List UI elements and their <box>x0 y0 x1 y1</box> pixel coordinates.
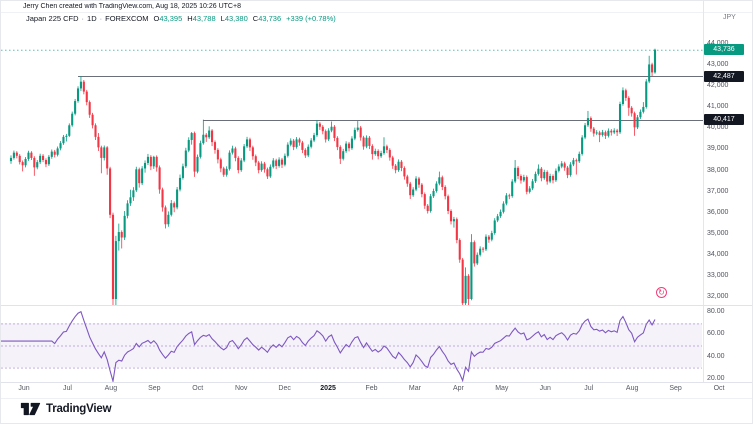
indicator-axis-tick: 60.00 <box>707 330 725 338</box>
indicator-axis-tick: 20.00 <box>707 374 725 382</box>
indicator-axis-tick: 80.00 <box>707 308 725 316</box>
chart-bottom-border <box>1 398 752 399</box>
price-axis-divider <box>703 1 704 382</box>
price-axis-tick: 40,000 <box>707 124 729 132</box>
price-axis-tick: 38,000 <box>707 166 729 174</box>
time-axis-label: Feb <box>365 385 378 392</box>
attribution-text: Jerry Chen created with TradingView.com,… <box>23 3 241 10</box>
attribution-divider <box>1 12 752 13</box>
price-axis-tick: 32,000 <box>707 292 729 300</box>
price-axis-tick: 36,000 <box>707 208 729 216</box>
price-axis-tick: 37,000 <box>707 187 729 195</box>
legend-h-value: H43,788 <box>187 14 216 23</box>
time-axis-label: Aug <box>104 385 118 392</box>
legend-ohlc-values: O43,395 H43,788 L43,380 C43,736 <box>148 14 281 23</box>
legend-symbol[interactable]: Japan 225 CFD <box>26 14 79 23</box>
time-axis-label: Dec <box>278 385 291 392</box>
time-axis-label: Nov <box>234 385 248 392</box>
price-axis-tick: 44,000 <box>707 40 728 47</box>
price-level-badge: 40,417 <box>704 114 744 126</box>
price-axis-tick: 33,000 <box>707 271 729 279</box>
price-axis-tick: 43,000 <box>707 61 729 69</box>
time-axis-label: Sep <box>669 385 682 392</box>
tradingview-logo-icon[interactable] <box>20 402 41 416</box>
legend-c-value: C43,736 <box>252 14 282 23</box>
legend-change: +339 (+0.78%) <box>286 14 336 23</box>
time-axis-label: Sep <box>148 385 161 392</box>
tradingview-logo-text[interactable]: TradingView <box>46 403 112 415</box>
price-level-badge: 42,487 <box>704 70 744 82</box>
legend-separator: · <box>99 14 103 23</box>
time-axis-label: May <box>495 385 509 392</box>
indicator-axis-tick: 40.00 <box>707 352 725 360</box>
price-axis-tick: 34,000 <box>707 250 729 258</box>
time-axis-label: Jun <box>18 385 30 392</box>
currency-label: JPY <box>723 14 736 21</box>
time-axis-label: 2025 <box>320 385 336 392</box>
pane-divider[interactable] <box>1 305 752 306</box>
footer: TradingView <box>20 402 112 416</box>
refresh-icon[interactable]: ↻ <box>656 287 667 298</box>
time-axis-divider <box>1 382 752 383</box>
time-axis-label: Jun <box>539 385 551 392</box>
legend-interval[interactable]: 1D <box>87 14 97 23</box>
time-axis-label: Mar <box>408 385 421 392</box>
time-axis-label: Jul <box>62 385 72 392</box>
price-axis-tick: 35,000 <box>707 229 729 237</box>
legend-exchange[interactable]: FOREXCOM <box>105 14 149 23</box>
time-axis-label: Apr <box>452 385 464 392</box>
price-axis-tick: 39,000 <box>707 145 729 153</box>
time-axis-label: Oct <box>713 385 725 392</box>
price-axis-tick: 42,000 <box>707 82 729 90</box>
legend-o-value: O43,395 <box>153 14 183 23</box>
price-axis-tick: 41,000 <box>707 103 729 111</box>
last-price-badge: 43,736 <box>704 44 744 56</box>
time-axis-label: Aug <box>625 385 639 392</box>
legend-l-value: L43,380 <box>220 14 248 23</box>
time-axis-label: Oct <box>192 385 204 392</box>
legend-separator: · <box>81 14 85 23</box>
symbol-legend[interactable]: Japan 225 CFD · 1D · FOREXCOM O43,395 H43,788 L… <box>26 14 336 23</box>
time-axis-label: Jul <box>584 385 594 392</box>
